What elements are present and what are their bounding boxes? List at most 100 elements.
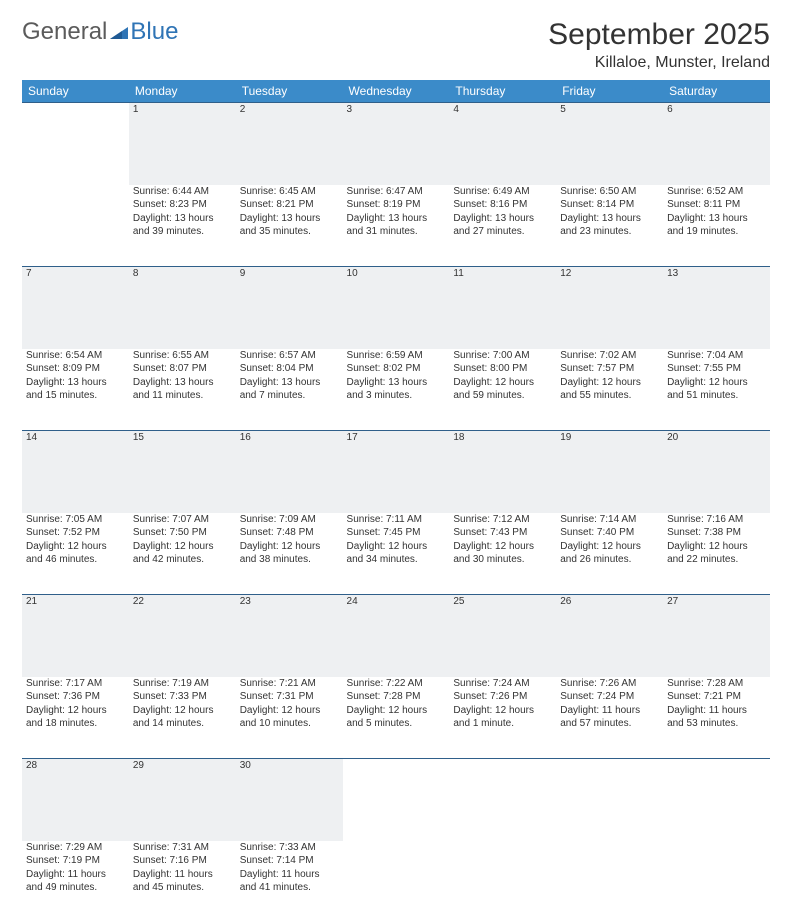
sunrise-text: Sunrise: 6:49 AM xyxy=(453,185,552,199)
day-number: 15 xyxy=(129,431,236,513)
day-number: 22 xyxy=(129,595,236,677)
sunrise-text: Sunrise: 7:16 AM xyxy=(667,513,766,527)
day-number-row: 123456 xyxy=(22,103,770,185)
sunrise-text: Sunrise: 6:50 AM xyxy=(560,185,659,199)
day-number: 23 xyxy=(236,595,343,677)
day-cell: Sunrise: 7:02 AMSunset: 7:57 PMDaylight:… xyxy=(556,349,663,431)
daylight-text: Daylight: 12 hours and 38 minutes. xyxy=(240,540,339,567)
sunset-text: Sunset: 8:23 PM xyxy=(133,198,232,212)
daylight-text: Daylight: 13 hours and 11 minutes. xyxy=(133,376,232,403)
day-number: 21 xyxy=(22,595,129,677)
page-subtitle: Killaloe, Munster, Ireland xyxy=(548,54,770,72)
sunrise-text: Sunrise: 7:12 AM xyxy=(453,513,552,527)
sunrise-text: Sunrise: 7:00 AM xyxy=(453,349,552,363)
day-number: 7 xyxy=(22,267,129,349)
day-number xyxy=(663,759,770,841)
weekday-header: Saturday xyxy=(663,80,770,103)
page-title: September 2025 xyxy=(548,18,770,52)
weekday-header: Wednesday xyxy=(343,80,450,103)
sunset-text: Sunset: 7:31 PM xyxy=(240,690,339,704)
day-cell: Sunrise: 7:26 AMSunset: 7:24 PMDaylight:… xyxy=(556,677,663,759)
sunrise-text: Sunrise: 6:55 AM xyxy=(133,349,232,363)
sunrise-text: Sunrise: 7:33 AM xyxy=(240,841,339,855)
sunset-text: Sunset: 8:00 PM xyxy=(453,362,552,376)
day-number: 10 xyxy=(343,267,450,349)
sunset-text: Sunset: 8:11 PM xyxy=(667,198,766,212)
day-number: 24 xyxy=(343,595,450,677)
weekday-header-row: SundayMondayTuesdayWednesdayThursdayFrid… xyxy=(22,80,770,103)
day-cell: Sunrise: 6:55 AMSunset: 8:07 PMDaylight:… xyxy=(129,349,236,431)
day-cell xyxy=(343,841,450,923)
daylight-text: Daylight: 12 hours and 55 minutes. xyxy=(560,376,659,403)
weekday-header: Thursday xyxy=(449,80,556,103)
sunset-text: Sunset: 7:40 PM xyxy=(560,526,659,540)
day-cell: Sunrise: 7:19 AMSunset: 7:33 PMDaylight:… xyxy=(129,677,236,759)
sunrise-text: Sunrise: 7:17 AM xyxy=(26,677,125,691)
day-cell: Sunrise: 7:28 AMSunset: 7:21 PMDaylight:… xyxy=(663,677,770,759)
daylight-text: Daylight: 12 hours and 18 minutes. xyxy=(26,704,125,731)
day-number: 19 xyxy=(556,431,663,513)
day-number: 18 xyxy=(449,431,556,513)
sunset-text: Sunset: 8:16 PM xyxy=(453,198,552,212)
day-cell: Sunrise: 7:29 AMSunset: 7:19 PMDaylight:… xyxy=(22,841,129,923)
sunset-text: Sunset: 7:36 PM xyxy=(26,690,125,704)
day-cell: Sunrise: 7:12 AMSunset: 7:43 PMDaylight:… xyxy=(449,513,556,595)
calendar-table: SundayMondayTuesdayWednesdayThursdayFrid… xyxy=(22,80,770,923)
day-cell: Sunrise: 7:33 AMSunset: 7:14 PMDaylight:… xyxy=(236,841,343,923)
day-cell: Sunrise: 7:22 AMSunset: 7:28 PMDaylight:… xyxy=(343,677,450,759)
day-cell: Sunrise: 6:59 AMSunset: 8:02 PMDaylight:… xyxy=(343,349,450,431)
day-cell: Sunrise: 6:49 AMSunset: 8:16 PMDaylight:… xyxy=(449,185,556,267)
daylight-text: Daylight: 11 hours and 45 minutes. xyxy=(133,868,232,895)
day-cell: Sunrise: 6:50 AMSunset: 8:14 PMDaylight:… xyxy=(556,185,663,267)
daylight-text: Daylight: 13 hours and 35 minutes. xyxy=(240,212,339,239)
daylight-text: Daylight: 13 hours and 23 minutes. xyxy=(560,212,659,239)
day-cell: Sunrise: 7:04 AMSunset: 7:55 PMDaylight:… xyxy=(663,349,770,431)
day-cell: Sunrise: 6:57 AMSunset: 8:04 PMDaylight:… xyxy=(236,349,343,431)
daylight-text: Daylight: 12 hours and 59 minutes. xyxy=(453,376,552,403)
sunset-text: Sunset: 7:50 PM xyxy=(133,526,232,540)
brand-mark-icon xyxy=(110,18,128,46)
day-cell: Sunrise: 6:52 AMSunset: 8:11 PMDaylight:… xyxy=(663,185,770,267)
day-number-row: 21222324252627 xyxy=(22,595,770,677)
daylight-text: Daylight: 13 hours and 15 minutes. xyxy=(26,376,125,403)
sunrise-text: Sunrise: 7:04 AM xyxy=(667,349,766,363)
day-number-row: 78910111213 xyxy=(22,267,770,349)
day-cell: Sunrise: 7:00 AMSunset: 8:00 PMDaylight:… xyxy=(449,349,556,431)
day-number xyxy=(343,759,450,841)
day-number: 25 xyxy=(449,595,556,677)
day-content-row: Sunrise: 6:44 AMSunset: 8:23 PMDaylight:… xyxy=(22,185,770,267)
sunset-text: Sunset: 7:43 PM xyxy=(453,526,552,540)
sunset-text: Sunset: 8:19 PM xyxy=(347,198,446,212)
day-cell: Sunrise: 7:09 AMSunset: 7:48 PMDaylight:… xyxy=(236,513,343,595)
sunset-text: Sunset: 8:07 PM xyxy=(133,362,232,376)
daylight-text: Daylight: 11 hours and 41 minutes. xyxy=(240,868,339,895)
weekday-header: Sunday xyxy=(22,80,129,103)
day-number: 9 xyxy=(236,267,343,349)
day-number: 17 xyxy=(343,431,450,513)
sunrise-text: Sunrise: 6:54 AM xyxy=(26,349,125,363)
day-number-row: 282930 xyxy=(22,759,770,841)
sunset-text: Sunset: 7:14 PM xyxy=(240,854,339,868)
day-number: 12 xyxy=(556,267,663,349)
sunrise-text: Sunrise: 6:57 AM xyxy=(240,349,339,363)
sunset-text: Sunset: 7:45 PM xyxy=(347,526,446,540)
day-cell: Sunrise: 6:44 AMSunset: 8:23 PMDaylight:… xyxy=(129,185,236,267)
day-cell: Sunrise: 7:07 AMSunset: 7:50 PMDaylight:… xyxy=(129,513,236,595)
sunrise-text: Sunrise: 7:11 AM xyxy=(347,513,446,527)
day-cell: Sunrise: 7:31 AMSunset: 7:16 PMDaylight:… xyxy=(129,841,236,923)
daylight-text: Daylight: 13 hours and 27 minutes. xyxy=(453,212,552,239)
sunset-text: Sunset: 7:26 PM xyxy=(453,690,552,704)
sunrise-text: Sunrise: 7:26 AM xyxy=(560,677,659,691)
daylight-text: Daylight: 12 hours and 42 minutes. xyxy=(133,540,232,567)
day-content-row: Sunrise: 7:17 AMSunset: 7:36 PMDaylight:… xyxy=(22,677,770,759)
sunset-text: Sunset: 7:21 PM xyxy=(667,690,766,704)
sunset-text: Sunset: 7:48 PM xyxy=(240,526,339,540)
sunset-text: Sunset: 8:09 PM xyxy=(26,362,125,376)
brand-text-2: Blue xyxy=(130,18,178,46)
sunrise-text: Sunrise: 7:22 AM xyxy=(347,677,446,691)
day-number-row: 14151617181920 xyxy=(22,431,770,513)
daylight-text: Daylight: 12 hours and 5 minutes. xyxy=(347,704,446,731)
day-number xyxy=(556,759,663,841)
sunrise-text: Sunrise: 7:31 AM xyxy=(133,841,232,855)
day-number: 14 xyxy=(22,431,129,513)
